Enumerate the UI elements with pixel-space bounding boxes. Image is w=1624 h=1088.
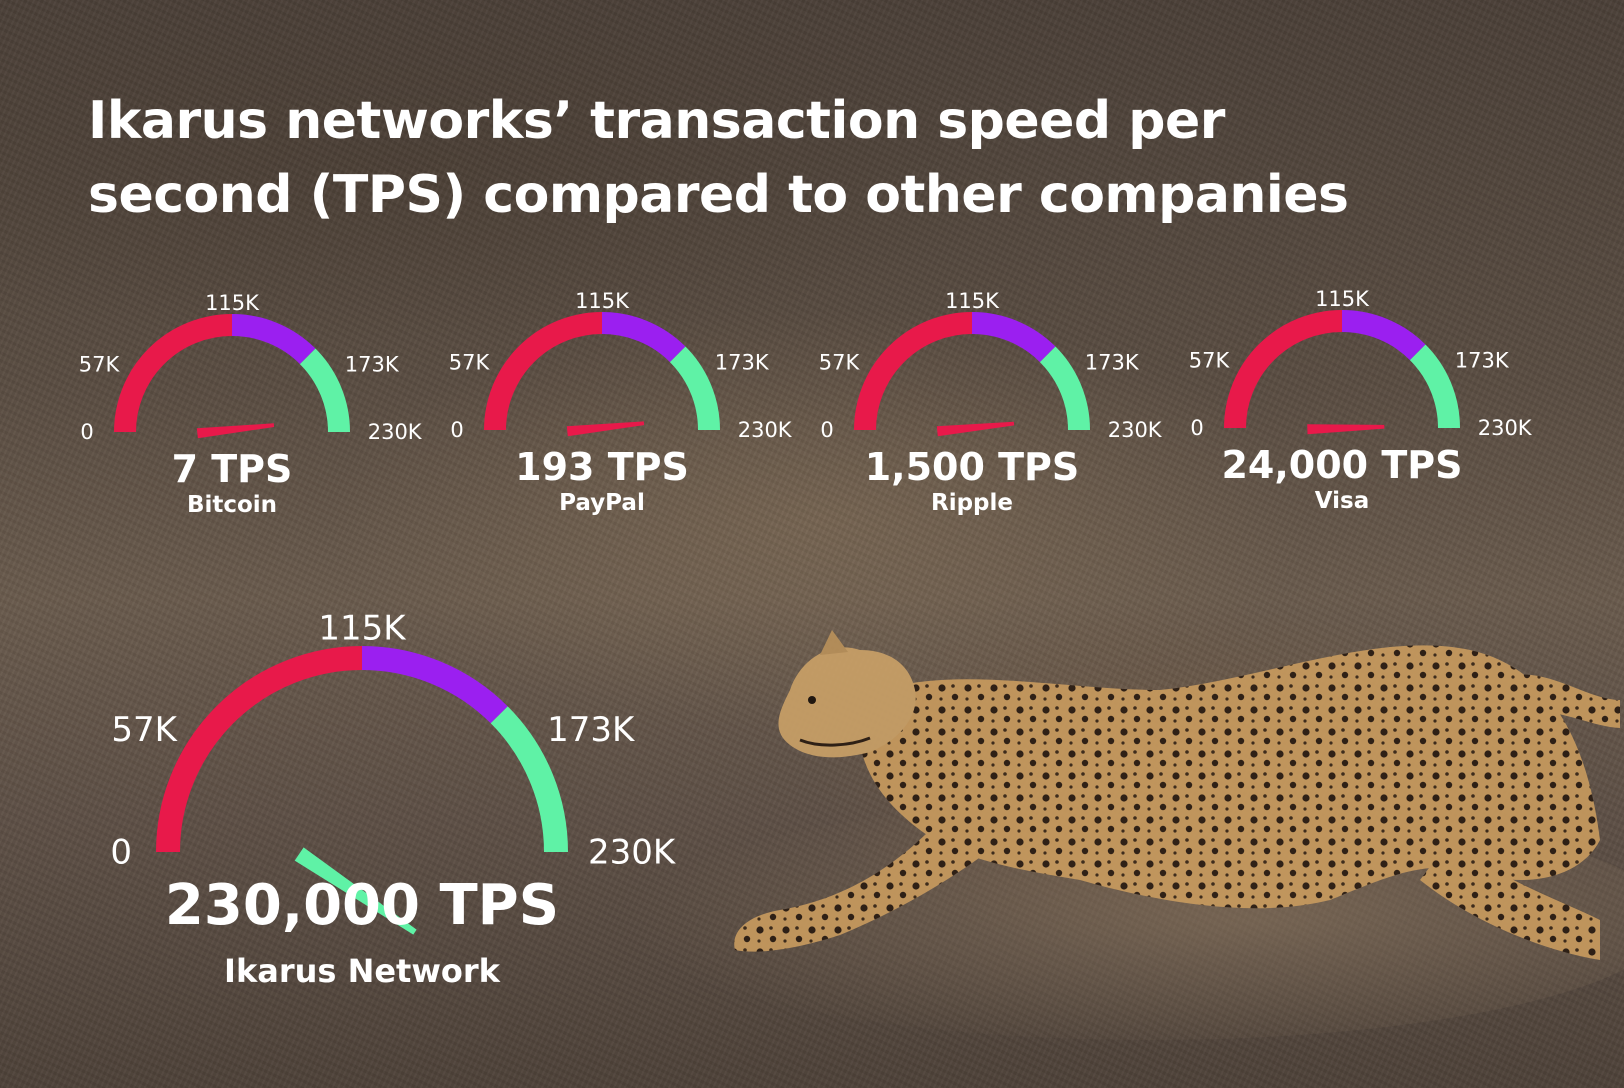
tick-label-230k: 230K: [738, 418, 793, 442]
gauge-band-green: [299, 348, 351, 433]
tick-label-230k: 230K: [1478, 416, 1533, 440]
tick-label-173k: 173K: [1455, 349, 1510, 373]
tick-label-230k: 230K: [1108, 418, 1163, 442]
gauge-name-label: Visa: [1315, 488, 1370, 514]
gauge-name-label: Ikarus Network: [224, 952, 501, 990]
gauge-band-purple: [601, 311, 686, 363]
tick-label-173k: 173K: [715, 351, 770, 375]
gauge-needle: [566, 421, 645, 437]
gauge-band-green: [1409, 344, 1461, 429]
gauge-value-label: 1,500 TPS: [865, 445, 1080, 489]
gauge-band-red: [156, 646, 363, 853]
gauge-band-purple: [971, 311, 1056, 363]
gauge-band-green: [669, 346, 721, 431]
tick-label-0: 0: [80, 420, 93, 444]
tick-label-57k: 57K: [819, 351, 861, 375]
title-line-1: Ikarus networks’ transaction speed per: [88, 91, 1225, 151]
tick-label-0: 0: [1190, 416, 1203, 440]
tick-label-173k: 173K: [345, 353, 400, 377]
tick-label-115k: 115K: [318, 609, 407, 649]
title-line-2: second (TPS) compared to other companies: [88, 165, 1349, 225]
gauge-needle: [936, 421, 1015, 437]
gauge-value-label: 230,000 TPS: [165, 873, 559, 938]
gauge-name-label: PayPal: [559, 490, 645, 516]
gauge-band-red: [854, 312, 973, 431]
tick-label-173k: 173K: [547, 710, 636, 750]
tick-label-230k: 230K: [368, 420, 423, 444]
gauge-needle: [294, 847, 417, 935]
tick-label-115k: 115K: [205, 291, 260, 315]
gauge-band-green: [490, 706, 568, 853]
gauge-needle: [1307, 424, 1385, 435]
tick-label-0: 0: [820, 418, 833, 442]
tick-label-173k: 173K: [1085, 351, 1140, 375]
gauge-band-purple: [361, 646, 508, 724]
gauge-band-green: [1039, 346, 1091, 431]
tick-label-230k: 230K: [588, 833, 677, 873]
gauge-name-label: Bitcoin: [187, 492, 277, 518]
tick-label-57k: 57K: [111, 710, 178, 750]
tick-label-0: 0: [110, 833, 132, 873]
gauge-band-red: [1224, 310, 1343, 429]
tick-label-57k: 57K: [1189, 349, 1231, 373]
gauge-name-label: Ripple: [931, 490, 1013, 516]
tick-label-115k: 115K: [575, 289, 630, 313]
tick-label-57k: 57K: [449, 351, 491, 375]
gauge-value-label: 193 TPS: [515, 445, 689, 489]
page-title: Ikarus networks’ transaction speed per s…: [88, 84, 1349, 232]
tick-label-0: 0: [450, 418, 463, 442]
gauge-needle: [196, 423, 275, 439]
gauge-band-red: [114, 314, 233, 433]
gauge-value-label: 7 TPS: [172, 447, 293, 491]
tick-label-115k: 115K: [945, 289, 1000, 313]
gauge-value-label: 24,000 TPS: [1221, 443, 1462, 487]
tick-label-57k: 57K: [79, 353, 121, 377]
tick-label-115k: 115K: [1315, 287, 1370, 311]
gauge-band-red: [484, 312, 603, 431]
gauge-band-purple: [231, 313, 316, 365]
gauge-band-purple: [1341, 309, 1426, 361]
